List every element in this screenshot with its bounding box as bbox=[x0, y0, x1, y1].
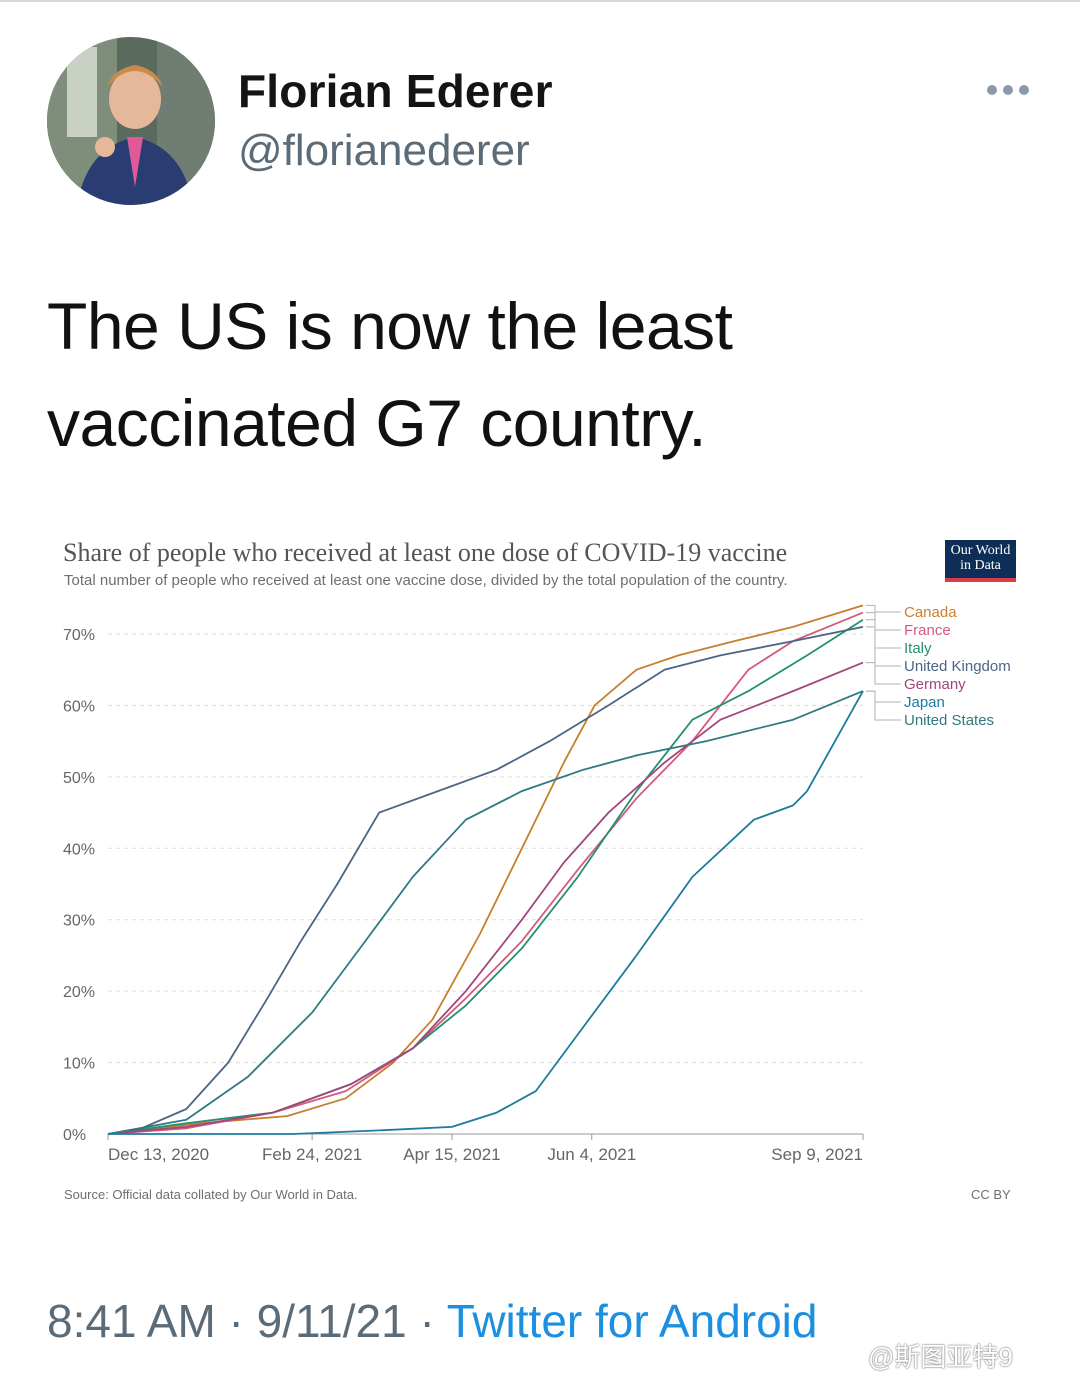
y-tick-label: 0% bbox=[63, 1127, 86, 1144]
series-label: United Kingdom bbox=[904, 658, 1011, 675]
legend-connector bbox=[866, 690, 901, 721]
display-name[interactable]: Florian Ederer bbox=[238, 65, 553, 117]
chart-source: Source: Official data collated by Our Wo… bbox=[64, 1187, 358, 1202]
top-divider bbox=[0, 0, 1080, 2]
chart-license: CC BY bbox=[971, 1187, 1011, 1202]
y-tick-label: 30% bbox=[63, 913, 95, 930]
y-tick-label: 70% bbox=[63, 627, 95, 644]
owid-logo-line1: Our World bbox=[950, 543, 1011, 558]
series-label: France bbox=[904, 622, 951, 639]
series-line bbox=[107, 626, 864, 1135]
x-tick-label: Feb 24, 2021 bbox=[262, 1145, 362, 1164]
ellipsis-icon bbox=[987, 85, 1029, 95]
x-tick-label: Apr 15, 2021 bbox=[403, 1145, 500, 1164]
chart-title: Share of people who received at least on… bbox=[63, 538, 788, 567]
chart-svg: 0% 10% 20% 30% 40% 50% 60% 70% Dec 13, 2020 Feb 2… bbox=[63, 604, 1011, 1164]
user-handle[interactable]: @florianederer bbox=[238, 126, 530, 175]
x-tick-label: Jun 4, 2021 bbox=[547, 1145, 636, 1164]
avatar[interactable] bbox=[47, 37, 215, 205]
tweet-text: The US is now the least vaccinated G7 co… bbox=[47, 289, 733, 460]
series-line bbox=[107, 618, 864, 1135]
y-tick-label: 10% bbox=[63, 1056, 95, 1073]
series-label: Canada bbox=[904, 604, 957, 621]
x-tick-label: Sep 9, 2021 bbox=[771, 1145, 863, 1164]
legend-connector bbox=[866, 662, 901, 685]
y-tick-label: 60% bbox=[63, 698, 95, 715]
owid-logo-bar bbox=[945, 578, 1016, 582]
series-label: Italy bbox=[904, 640, 932, 657]
legend-connector bbox=[866, 604, 901, 613]
legend-connector bbox=[866, 626, 901, 667]
series-label: Germany bbox=[904, 676, 966, 693]
chart-subtitle: Total number of people who received at l… bbox=[64, 572, 788, 589]
tweet-meta: 8:41 AM · 9/11/21 · Twitter for Android bbox=[47, 1294, 817, 1348]
legend-connector bbox=[866, 612, 901, 631]
x-tick-label: Dec 13, 2020 bbox=[108, 1145, 209, 1164]
series-label: Japan bbox=[904, 694, 945, 711]
legend-connector bbox=[866, 619, 901, 649]
owid-logo: Our World in Data bbox=[945, 540, 1016, 582]
y-tick-label: 50% bbox=[63, 770, 95, 787]
more-options-button[interactable] bbox=[982, 74, 1034, 106]
weibo-watermark: @斯图亚特9 bbox=[868, 1342, 1013, 1372]
series-line bbox=[107, 661, 864, 1135]
series-line bbox=[107, 604, 864, 1135]
series-line bbox=[108, 690, 864, 1135]
tweet-source-link[interactable]: Twitter for Android bbox=[446, 1295, 818, 1347]
tweet-image-chart[interactable]: 0% 10% 20% 30% 40% 50% 60% 70% Dec 13, 2020 Feb 2… bbox=[0, 520, 1080, 1220]
legend-connector bbox=[866, 690, 901, 703]
tweet-timestamp[interactable]: 8:41 AM · 9/11/21 · bbox=[47, 1295, 447, 1347]
series-line bbox=[107, 690, 864, 1135]
series-label: United States bbox=[904, 712, 994, 729]
owid-logo-line2: in Data bbox=[960, 558, 1001, 573]
y-tick-label: 40% bbox=[63, 841, 95, 858]
avatar-image bbox=[47, 37, 215, 205]
y-tick-label: 20% bbox=[63, 984, 95, 1001]
